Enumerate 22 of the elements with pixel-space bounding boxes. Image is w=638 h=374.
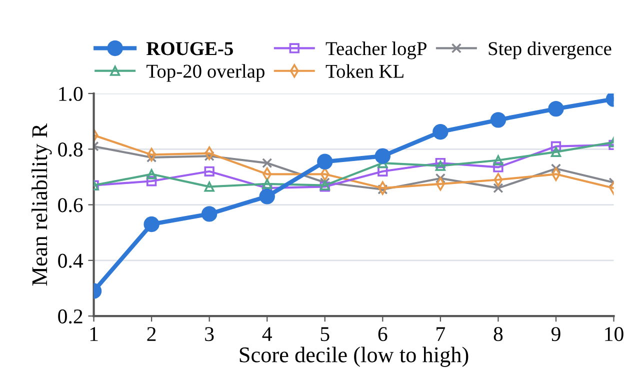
y-axis-title: Mean reliability R — [32, 123, 52, 286]
x-axis-title: Score decile (low to high) — [240, 346, 468, 367]
x-tick-label: 10 — [605, 327, 624, 342]
x-tick-label: 6 — [378, 327, 388, 342]
x-tick-label: 5 — [320, 327, 330, 342]
y-tick-label: 0.8 — [58, 142, 83, 157]
y-tick-label: 0.4 — [58, 254, 84, 268]
legend-label: ROUGE-5 — [146, 42, 233, 56]
legend-label: Step divergence — [488, 42, 612, 60]
x-tick-label: 9 — [551, 327, 560, 342]
x-tick-label: 7 — [436, 327, 446, 341]
x-tick-label: 1 — [90, 327, 98, 341]
x-tick-label: 2 — [147, 327, 156, 341]
x-tick-label: 4 — [262, 327, 272, 341]
legend-label: Token KL — [326, 64, 404, 78]
y-tick-label: 0.2 — [58, 309, 82, 324]
x-tick-label: 3 — [205, 327, 214, 342]
x-tick-label: 8 — [494, 327, 503, 342]
y-tick-label: 1.0 — [59, 86, 83, 102]
legend-label: Top-20 overlap — [146, 64, 264, 82]
y-tick-label: 0.6 — [58, 198, 83, 212]
legend-label: Teacher logP — [326, 42, 426, 60]
